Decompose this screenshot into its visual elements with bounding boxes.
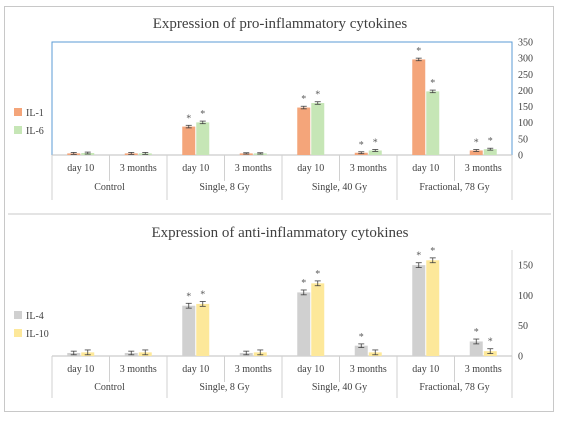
significance-marker: *	[186, 291, 191, 302]
bar	[469, 150, 483, 155]
legend-label: IL-4	[26, 311, 44, 322]
x-tick-label: 3 months	[350, 163, 387, 174]
significance-marker: *	[186, 113, 191, 124]
y-tick-label: 250	[518, 70, 533, 81]
x-tick-label: 3 months	[350, 364, 387, 375]
y-tick-label: 0	[518, 151, 523, 162]
chart-title-anti: Expression of anti-inflammatory cytokine…	[151, 225, 408, 241]
group-label: Control	[94, 182, 125, 193]
bar	[182, 126, 196, 155]
legend-label: IL-10	[26, 329, 49, 340]
significance-marker: *	[474, 138, 479, 149]
group-label: Control	[94, 382, 125, 393]
group-label: Fractional, 78 Gy	[419, 382, 489, 393]
x-tick-label: day 10	[67, 364, 94, 375]
significance-marker: *	[301, 278, 306, 289]
legend-swatch	[14, 311, 22, 319]
x-tick-label: day 10	[412, 163, 439, 174]
bar	[196, 303, 210, 356]
group-label: Single, 8 Gy	[199, 382, 249, 393]
legend-swatch	[14, 329, 22, 337]
bar	[182, 305, 196, 356]
chart-anti-inflammatory: Expression of anti-inflammatory cytokine…	[14, 225, 533, 398]
x-tick-label: 3 months	[235, 364, 272, 375]
bar	[483, 149, 497, 155]
legend-swatch	[14, 126, 22, 134]
bar	[469, 341, 483, 356]
y-tick-label: 350	[518, 38, 533, 49]
bar	[311, 283, 325, 356]
group-label: Single, 40 Gy	[312, 382, 367, 393]
significance-marker: *	[200, 109, 205, 120]
bar	[354, 345, 368, 356]
significance-marker: *	[488, 136, 493, 147]
x-tick-label: day 10	[182, 163, 209, 174]
significance-marker: *	[430, 78, 435, 89]
significance-marker: *	[416, 251, 421, 262]
bar	[196, 122, 210, 155]
x-tick-label: day 10	[412, 364, 439, 375]
x-tick-label: day 10	[67, 163, 94, 174]
y-tick-label: 100	[518, 291, 533, 302]
group-label: Single, 40 Gy	[312, 182, 367, 193]
significance-marker: *	[359, 332, 364, 343]
y-tick-label: 200	[518, 86, 533, 97]
chart-title-pro: Expression of pro-inflammatory cytokines	[153, 16, 408, 32]
group-label: Single, 8 Gy	[199, 182, 249, 193]
x-tick-label: 3 months	[120, 163, 157, 174]
x-tick-label: 3 months	[120, 364, 157, 375]
significance-marker: *	[301, 94, 306, 105]
bar	[412, 265, 426, 356]
y-tick-label: 0	[518, 352, 523, 363]
significance-marker: *	[416, 46, 421, 57]
significance-marker: *	[315, 269, 320, 280]
bar	[368, 150, 382, 155]
y-tick-label: 150	[518, 102, 533, 113]
y-tick-label: 300	[518, 54, 533, 65]
x-tick-label: day 10	[297, 364, 324, 375]
x-tick-label: 3 months	[235, 163, 272, 174]
figure-frame	[4, 6, 554, 412]
group-label: Fractional, 78 Gy	[419, 182, 489, 193]
bar	[412, 59, 426, 156]
bar	[311, 103, 325, 155]
bar	[426, 91, 440, 155]
significance-marker: *	[315, 90, 320, 101]
legend-label: IL-1	[26, 108, 44, 119]
x-tick-label: day 10	[182, 364, 209, 375]
significance-marker: *	[474, 327, 479, 338]
bar	[426, 260, 440, 356]
y-tick-label: 50	[518, 321, 528, 332]
x-tick-label: 3 months	[465, 163, 502, 174]
significance-marker: *	[200, 289, 205, 300]
x-tick-label: day 10	[297, 163, 324, 174]
significance-marker: *	[488, 337, 493, 348]
significance-marker: *	[373, 138, 378, 149]
bar	[297, 107, 311, 155]
legend-label: IL-6	[26, 126, 44, 137]
y-tick-label: 100	[518, 118, 533, 129]
plot-area-border	[51, 41, 513, 156]
significance-marker: *	[359, 140, 364, 151]
chart-pro-inflammatory: Expression of pro-inflammatory cytokines…	[14, 16, 533, 200]
legend-swatch	[14, 108, 22, 116]
y-tick-label: 50	[518, 134, 528, 145]
y-tick-label: 150	[518, 261, 533, 272]
x-tick-label: 3 months	[465, 364, 502, 375]
bar	[297, 292, 311, 356]
significance-marker: *	[430, 246, 435, 257]
